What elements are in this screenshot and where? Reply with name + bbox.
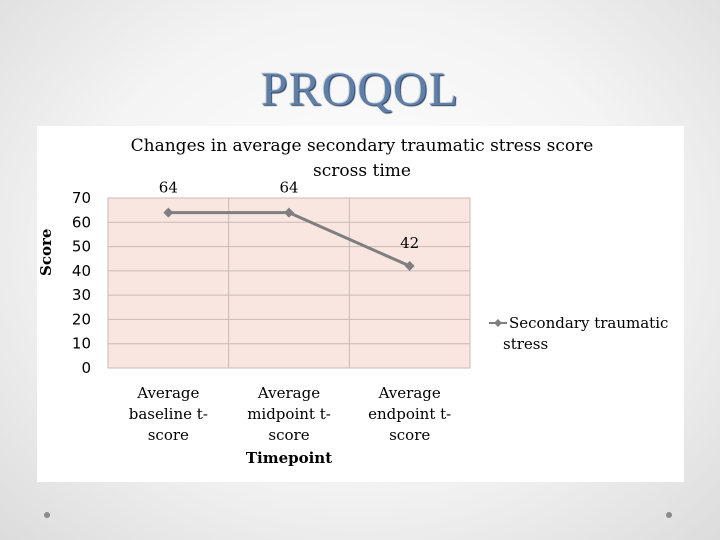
y-tick-label: 50 <box>72 238 91 256</box>
y-tick-label: 20 <box>72 310 91 328</box>
decor-dot-left <box>44 512 50 518</box>
data-label: 64 <box>159 179 178 197</box>
y-tick-label: 70 <box>72 189 91 207</box>
data-point <box>163 207 174 218</box>
line-chart: 0 10 20 30 40 50 60 70 64 64 42 Average baseline t-s… <box>72 179 669 467</box>
y-tick-label: 10 <box>72 335 91 353</box>
y-tick-label: 40 <box>72 262 91 280</box>
y-tick-label: 60 <box>72 213 91 231</box>
plot-area <box>107 197 471 369</box>
x-category-label: Average midpoint t-score <box>247 384 331 444</box>
chart-panel: Changes in average secondary traumatic s… <box>37 126 684 482</box>
data-point <box>284 207 294 218</box>
y-tick-label: 0 <box>81 359 91 377</box>
x-category-label: Average endpoint t-score <box>368 384 451 444</box>
slide-title: PROQOL <box>260 63 460 116</box>
data-point <box>404 261 415 271</box>
data-label: 42 <box>400 234 419 252</box>
y-tick-label: 30 <box>72 286 91 304</box>
legend-label: Secondary traumatic stress <box>503 314 668 353</box>
data-label: 64 <box>279 179 298 197</box>
x-axis-title: Timepoint <box>246 449 332 467</box>
decor-dot-right <box>666 512 672 518</box>
legend-marker <box>494 319 502 327</box>
x-category-label: Average baseline t-score <box>129 384 208 444</box>
chart-title: Changes in average secondary traumatic s… <box>130 136 594 181</box>
